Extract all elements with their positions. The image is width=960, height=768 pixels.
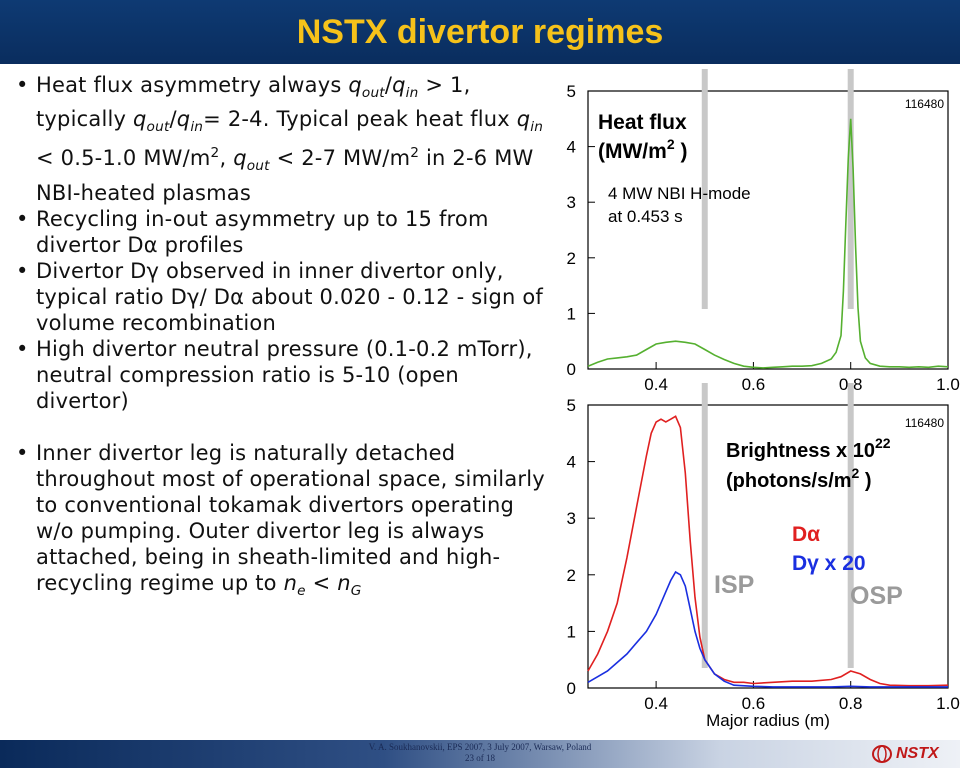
brightness-ytick-label-0: 0 [567,679,576,698]
brightness-title-line1: Brightness x 1022 [726,435,891,462]
brightness-xtick-label-0: 0.4 [644,694,668,713]
title-bar [0,0,960,64]
brightness-shot-number: 116480 [905,416,944,430]
bullet-heat-flux: Heat flux asymmetry always qout/qin > 1,… [14,72,554,206]
heat-flux-shot-number: 116480 [905,97,944,111]
heat-flux-ytick-label-1: 1 [567,304,576,323]
heat-flux-xtick-label-3: 1.0 [936,375,960,394]
nstx-logo-icon [872,745,892,763]
heat-flux-title-line2: (MW/m2 ) [598,136,687,163]
heat-flux-ytick-label-5: 5 [567,82,576,101]
heat-flux-ytick-label-0: 0 [567,360,576,379]
heat-flux-series-line-0 [587,118,949,369]
brightness-ytick-label-3: 3 [567,509,576,528]
bullet-detachment: Inner divertor leg is naturally detached… [14,440,554,604]
isp-label: ISP [714,571,754,599]
legend-dgamma: Dγ x 20 [792,552,866,575]
footer-page: 23 of 18 [465,753,495,763]
footer-citation: V. A. Soukhanovskii, EPS 2007, 3 July 20… [368,742,592,752]
brightness-xlabel: Major radius (m) [706,711,830,730]
bullet-divertor-dgamma: Divertor Dγ observed in inner divertor o… [14,258,554,336]
slide-title: NSTX divertor regimes [296,13,664,51]
brightness-ytick-label-5: 5 [567,396,576,415]
brightness-xtick-label-1: 0.6 [742,694,766,713]
brightness-ytick-label-1: 1 [567,622,576,641]
brightness-chart: 0.4 0.6 0.8 1.0 0 1 2 3 4 5 116480 Brightness x 1… [567,383,960,730]
brightness-xtick-label-2: 0.8 [839,694,863,713]
heat-flux-xtick-label-0: 0.4 [644,375,668,394]
nstx-logo-text: NSTX [896,745,939,762]
footer-bar [0,740,960,768]
osp-label: OSP [850,582,903,610]
heat-flux-ytick-label-4: 4 [567,138,576,157]
bullet-recycling: Recycling in-out asymmetry up to 15 from… [14,206,554,258]
footer-text: V. A. Soukhanovskii, EPS 2007, 3 July 20… [280,742,680,764]
bullet-neutral-pressure: High divertor neutral pressure (0.1-0.2 … [14,336,554,414]
legend-dalpha: Dα [792,523,820,546]
heat-flux-annotation-line1: 4 MW NBI H-mode [608,184,751,203]
bullet-list: Heat flux asymmetry always qout/qin > 1,… [14,72,554,604]
brightness-ytick-label-4: 4 [567,453,576,472]
heat-flux-annotation-line2: at 0.453 s [608,207,683,226]
heat-flux-plot-frame [587,90,949,370]
brightness-title-line2: (photons/s/m2 ) [726,465,872,492]
figures: 0.4 0.6 0.8 1.0 0 1 2 3 4 5 116480 Heat flux (MW/… [567,69,960,730]
heat-flux-ytick-label-2: 2 [567,249,576,268]
brightness-series-line-1 [587,570,948,688]
heat-flux-title-line1: Heat flux [598,111,687,134]
heat-flux-ytick-label-3: 3 [567,193,576,212]
brightness-ytick-label-2: 2 [567,566,576,585]
heat-flux-xtick-label-1: 0.6 [742,375,766,394]
brightness-xtick-label-3: 1.0 [936,694,960,713]
